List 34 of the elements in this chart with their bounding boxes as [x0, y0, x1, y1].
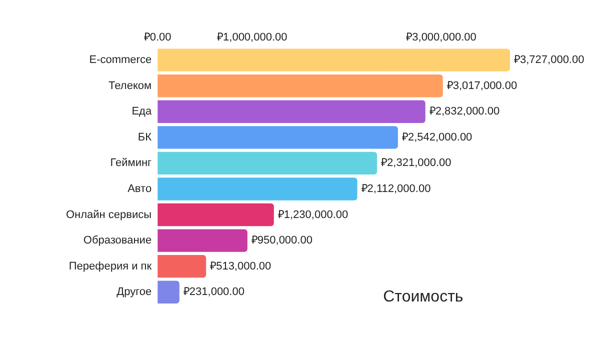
- bar: [158, 203, 274, 226]
- data-label: ₽2,112,000.00: [361, 183, 431, 196]
- data-label: ₽3,727,000.00: [514, 54, 584, 66]
- data-label: ₽2,542,000.00: [402, 131, 472, 144]
- y-tick-label: Еда: [132, 106, 152, 118]
- data-label: ₽2,832,000.00: [429, 106, 500, 118]
- y-tick-label: БК: [138, 131, 152, 144]
- bar: [158, 152, 378, 175]
- x-tick-label: ₽0.00: [144, 32, 172, 44]
- bar: [158, 280, 180, 304]
- bar: [158, 126, 398, 149]
- bar: [158, 254, 206, 278]
- bar: [158, 178, 358, 200]
- y-tick-label: Другое: [116, 286, 152, 298]
- data-label: ₽3,017,000.00: [446, 80, 518, 92]
- data-label: ₽513,000.00: [210, 260, 272, 272]
- data-label: ₽231,000.00: [183, 286, 244, 298]
- data-label: ₽1,230,000.00: [278, 208, 348, 221]
- bar: [158, 100, 426, 123]
- annotation: Стоимость: [383, 288, 464, 306]
- y-tick-label: Образование: [83, 234, 152, 247]
- data-label: ₽2,321,000.00: [381, 157, 452, 170]
- x-tick-label: ₽3,000,000.00: [406, 32, 476, 44]
- y-tick-label: Переферия и пк: [68, 260, 152, 272]
- bar: [158, 48, 510, 72]
- bar: [158, 229, 248, 252]
- y-tick-label: E-commerce: [89, 54, 152, 66]
- x-tick-label: ₽1,000,000.00: [217, 32, 288, 44]
- bar: [158, 74, 443, 98]
- data-label: ₽950,000.00: [251, 234, 312, 247]
- y-tick-label: Авто: [128, 183, 152, 196]
- y-tick-label: Онлайн сервисы: [66, 208, 152, 221]
- y-tick-label: Гейминг: [110, 157, 152, 170]
- y-tick-label: Телеком: [108, 80, 152, 92]
